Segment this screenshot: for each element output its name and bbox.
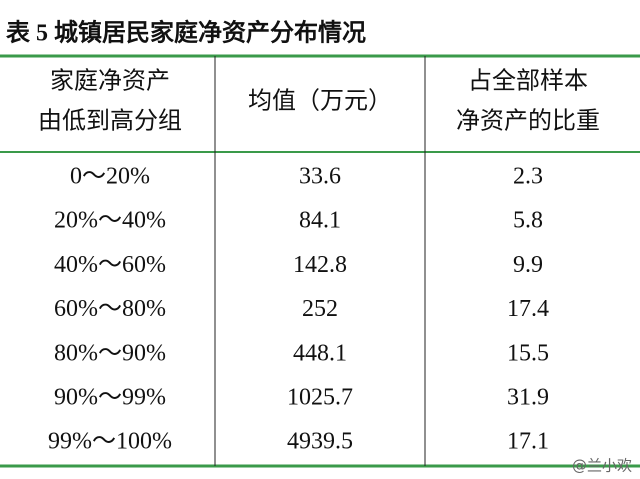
header-cell: 净资产的比重 [456, 108, 600, 135]
header-cell: 由低到高分组 [38, 108, 182, 135]
table-cell: 5.8 [513, 208, 543, 234]
table-cell: 15.5 [507, 340, 549, 366]
table-cell: 2.3 [513, 164, 543, 190]
table-cell: 142.8 [293, 252, 347, 278]
table-cell: 9.9 [513, 252, 543, 278]
table-cell: 17.1 [507, 429, 549, 455]
table-cell: 40%～60% [54, 252, 166, 278]
watermark: @兰小欢 [572, 457, 632, 475]
header-cell: 均值（万元） [248, 88, 392, 115]
table-cell: 31.9 [507, 385, 549, 411]
table-cell: 20%～40% [54, 208, 166, 234]
table-cell: 33.6 [299, 164, 341, 190]
header-cell: 家庭净资产 [50, 68, 170, 95]
table-cell: 1025.7 [287, 385, 353, 411]
table-cell: 0～20% [70, 164, 150, 190]
table-cell: 17.4 [507, 296, 549, 322]
table-title: 表 5 城镇居民家庭净资产分布情况 [6, 19, 366, 47]
table-cell: 252 [302, 296, 338, 322]
table-cell: 448.1 [293, 340, 347, 366]
table-cell: 84.1 [299, 208, 341, 234]
table-cell: 60%～80% [54, 296, 166, 322]
table-cell: 99%～100% [48, 429, 172, 455]
table-cell: 4939.5 [287, 429, 353, 455]
table-cell: 90%～99% [54, 385, 166, 411]
header-cell: 占全部样本 [468, 68, 588, 95]
table-cell: 80%～90% [54, 340, 166, 366]
